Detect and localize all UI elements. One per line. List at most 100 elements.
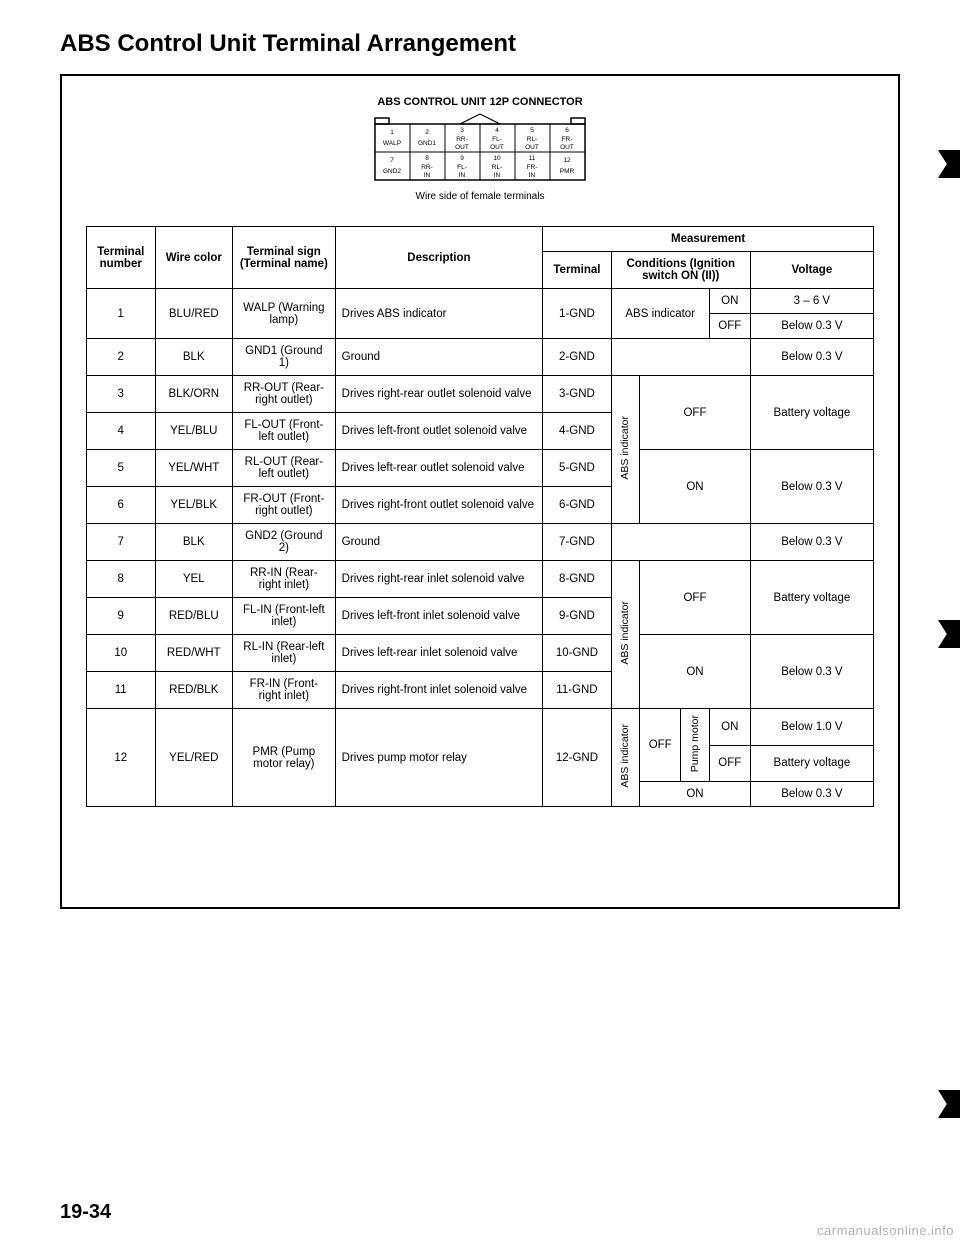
cell-cond-off: OFF — [709, 314, 750, 339]
cell-color: BLU/RED — [155, 289, 233, 339]
table-row: 3 BLK/ORN RR-OUT (Rear-right outlet) Dri… — [87, 376, 874, 413]
cell-term: 2-GND — [543, 339, 612, 376]
th-description: Description — [335, 227, 543, 289]
cell-num: 9 — [87, 598, 156, 635]
cell-sign: WALP (Warning lamp) — [233, 289, 336, 339]
cell-desc: Drives ABS indicator — [335, 289, 543, 339]
cell-volt: 3 – 6 V — [750, 289, 873, 314]
cell-pump-motor-vertical: Pump motor — [681, 709, 710, 782]
cell-term: 5-GND — [543, 450, 612, 487]
svg-text:OUT: OUT — [560, 144, 574, 151]
cell-desc: Ground — [335, 524, 543, 561]
cell-term: 1-GND — [543, 289, 612, 339]
cell-desc: Drives right-rear inlet solenoid valve — [335, 561, 543, 598]
svg-text:IN: IN — [424, 172, 431, 179]
cell-abs-indicator-vertical: ABS indicator — [611, 709, 640, 807]
cell-cond: ABS indicator — [611, 289, 709, 339]
svg-text:4: 4 — [495, 127, 499, 134]
table-row: 5 YEL/WHT RL-OUT (Rear-left outlet) Driv… — [87, 450, 874, 487]
cell-volt: Battery voltage — [750, 376, 873, 450]
cell-sign: RR-OUT (Rear-right outlet) — [233, 376, 336, 413]
cell-desc: Ground — [335, 339, 543, 376]
th-conditions: Conditions (Ignition switch ON (II)) — [611, 252, 750, 289]
connector-heading: ABS CONTROL UNIT 12P CONNECTOR — [86, 96, 874, 108]
svg-text:WALP: WALP — [383, 140, 401, 147]
cell-volt: Below 0.3 V — [750, 635, 873, 709]
cell-num: 7 — [87, 524, 156, 561]
cell-num: 12 — [87, 709, 156, 807]
svg-text:RR-: RR- — [456, 136, 468, 143]
cell-desc: Drives left-front outlet solenoid valve — [335, 413, 543, 450]
cell-num: 5 — [87, 450, 156, 487]
content-frame: ABS CONTROL UNIT 12P CONNECTOR — [60, 74, 900, 909]
svg-text:RR-: RR- — [421, 164, 433, 171]
table-row: 7 BLK GND2 (Ground 2) Ground 7-GND Below… — [87, 524, 874, 561]
cell-color: YEL/BLU — [155, 413, 233, 450]
cell-sign: FL-IN (Front-left inlet) — [233, 598, 336, 635]
cell-color: RED/BLK — [155, 672, 233, 709]
cell-term: 4-GND — [543, 413, 612, 450]
svg-text:11: 11 — [529, 155, 536, 162]
cell-desc: Drives left-rear inlet solenoid valve — [335, 635, 543, 672]
cell-term: 11-GND — [543, 672, 612, 709]
cell-sign: FL-OUT (Front-left outlet) — [233, 413, 336, 450]
cell-color: BLK — [155, 524, 233, 561]
cell-volt: Below 0.3 V — [750, 314, 873, 339]
connector-diagram: ABS CONTROL UNIT 12P CONNECTOR — [86, 96, 874, 202]
cell-term: 8-GND — [543, 561, 612, 598]
svg-text:9: 9 — [460, 155, 464, 162]
th-measurement: Measurement — [543, 227, 874, 252]
cell-term: 9-GND — [543, 598, 612, 635]
cell-term: 3-GND — [543, 376, 612, 413]
cell-sign: RL-IN (Rear-left inlet) — [233, 635, 336, 672]
cell-desc: Drives right-front inlet solenoid valve — [335, 672, 543, 709]
cell-num: 2 — [87, 339, 156, 376]
cell-sign: RL-OUT (Rear-left outlet) — [233, 450, 336, 487]
svg-text:OUT: OUT — [455, 144, 469, 151]
svg-text:GND1: GND1 — [418, 140, 436, 147]
cell-color: YEL/WHT — [155, 450, 233, 487]
svg-text:IN: IN — [494, 172, 501, 179]
table-row: 1 BLU/RED WALP (Warning lamp) Drives ABS… — [87, 289, 874, 314]
svg-text:FL-: FL- — [492, 136, 502, 143]
th-terminal: Terminal — [543, 252, 612, 289]
cell-desc: Drives pump motor relay — [335, 709, 543, 807]
th-terminal-number: Terminal number — [87, 227, 156, 289]
cell-num: 11 — [87, 672, 156, 709]
page-number: 19-34 — [60, 1201, 111, 1224]
edge-mark-icon — [938, 1090, 960, 1118]
cell-color: YEL/BLK — [155, 487, 233, 524]
cell-num: 10 — [87, 635, 156, 672]
svg-text:12: 12 — [563, 157, 571, 164]
cell-sign: GND1 (Ground 1) — [233, 339, 336, 376]
connector-svg: 1WALP 2GND1 3RR-OUT 4FL-OUT 5RL-OUT 6FR-… — [365, 112, 595, 184]
cell-volt: Below 0.3 V — [750, 450, 873, 524]
svg-text:RL-: RL- — [492, 164, 502, 171]
cell-term: 10-GND — [543, 635, 612, 672]
svg-text:10: 10 — [493, 155, 501, 162]
table-row: 8 YEL RR-IN (Rear-right inlet) Drives ri… — [87, 561, 874, 598]
cell-num: 6 — [87, 487, 156, 524]
svg-text:2: 2 — [425, 129, 429, 136]
cell-cond-on: ON — [640, 635, 751, 709]
table-row: 2 BLK GND1 (Ground 1) Ground 2-GND Below… — [87, 339, 874, 376]
svg-text:PMR: PMR — [560, 168, 575, 175]
cell-num: 1 — [87, 289, 156, 339]
cell-desc: Drives right-front outlet solenoid valve — [335, 487, 543, 524]
cell-color: YEL/RED — [155, 709, 233, 807]
svg-text:5: 5 — [530, 127, 534, 134]
cell-volt: Below 0.3 V — [750, 782, 873, 807]
table-row: 12 YEL/RED PMR (Pump motor relay) Drives… — [87, 709, 874, 746]
table-row: 10 RED/WHT RL-IN (Rear-left inlet) Drive… — [87, 635, 874, 672]
cell-volt: Below 1.0 V — [750, 709, 873, 746]
svg-text:FL-: FL- — [457, 164, 467, 171]
connector-caption: Wire side of female terminals — [86, 191, 874, 202]
cell-cond-off: OFF — [709, 745, 750, 782]
cell-abs-indicator-vertical: ABS indicator — [611, 561, 640, 709]
cell-sign: RR-IN (Rear-right inlet) — [233, 561, 336, 598]
cell-cond-empty — [611, 524, 750, 561]
svg-text:FR-: FR- — [527, 164, 538, 171]
th-wire-color: Wire color — [155, 227, 233, 289]
cell-sign: PMR (Pump motor relay) — [233, 709, 336, 807]
watermark: carmanualsonline.info — [817, 1223, 954, 1238]
